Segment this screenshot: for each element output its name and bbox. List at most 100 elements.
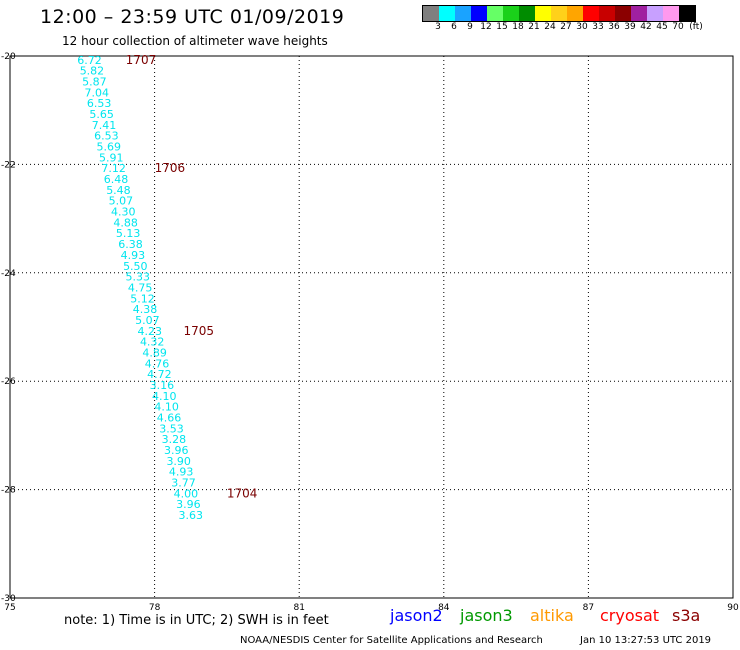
wave-height-label: 4.10	[152, 390, 177, 403]
wave-height-label: 4.23	[138, 325, 163, 338]
wave-height-label: 4.89	[142, 346, 167, 359]
colorbar-swatch	[503, 6, 519, 21]
colorbar-swatch	[679, 6, 695, 21]
wave-height-label: 3.77	[171, 477, 196, 490]
wave-height-labels: 6.725.825.877.046.535.657.416.535.695.91…	[77, 54, 203, 522]
wave-height-label: 4.93	[121, 249, 146, 262]
y-tick-label: -30	[1, 594, 16, 604]
wave-height-label: 3.90	[166, 455, 191, 468]
colorbar-tick-label: 42	[640, 22, 652, 32]
wave-height-label: 4.38	[133, 303, 158, 316]
colorbar-swatch	[647, 6, 663, 21]
colorbar-swatch	[615, 6, 631, 21]
wave-height-label: 4.10	[154, 401, 179, 414]
colorbar-swatch	[455, 6, 471, 21]
wave-height-label: 5.69	[97, 141, 122, 154]
colorbar-tick-label: 3	[435, 22, 441, 32]
wave-height-label: 3.28	[162, 433, 187, 446]
plot-frame	[9, 55, 734, 599]
colorbar-tick-label: 21	[528, 22, 540, 32]
y-tick-label: -22	[1, 160, 16, 170]
chart-svg: 75 78 81 84 87 90-20-22-24-26-28-30 6.725.825…	[1, 52, 739, 610]
colorbar-swatch	[535, 6, 551, 21]
wave-height-label: 5.91	[99, 151, 124, 164]
wave-height-label: 5.07	[109, 195, 134, 208]
colorbar-swatch	[599, 6, 615, 21]
wave-height-label: 5.12	[130, 292, 155, 305]
pass-labels: 1707 1706 1705 1704	[126, 53, 258, 501]
wave-height-label: 4.72	[147, 368, 172, 381]
colorbar-swatch	[567, 6, 583, 21]
pass-label: 1705	[184, 324, 215, 338]
chart-title: 12:00 – 23:59 UTC 01/09/2019	[40, 6, 345, 28]
colorbar-swatch	[471, 6, 487, 21]
satellite-legend-jason3: jason3	[460, 606, 513, 625]
wave-height-label: 7.04	[85, 86, 110, 99]
wave-height-label: 5.82	[80, 65, 105, 78]
pass-label: 1707	[126, 53, 157, 67]
pass-label: 1706	[155, 161, 186, 175]
wave-height-label: 4.66	[157, 412, 182, 425]
colorbar-swatch	[439, 6, 455, 21]
axis-layer: 75 78 81 84 87 90 -20 -22 -24 -26 -28 -30	[1, 52, 739, 610]
wave-height-label: 5.13	[116, 227, 141, 240]
colorbar-swatch	[519, 6, 535, 21]
colorbar-tick-label: 27	[560, 22, 572, 32]
wave-height-label: 5.33	[125, 271, 150, 284]
colorbar-tick-label: 33	[592, 22, 604, 32]
wave-height-label: 5.65	[89, 108, 114, 121]
wave-height-label: 3.53	[159, 422, 184, 435]
y-tick-label: -28	[1, 486, 16, 496]
colorbar-swatch	[487, 6, 503, 21]
pass-label: 1704	[227, 486, 258, 500]
colorbar-tick-label: 39	[624, 22, 636, 32]
wave-height-label: 4.00	[174, 487, 199, 500]
wave-height-label: 4.93	[169, 466, 194, 479]
colorbar-swatch	[583, 6, 599, 21]
wave-height-label: 3.63	[179, 509, 204, 522]
colorbar-tick-label: 12	[480, 22, 492, 32]
wave-height-label: 6.72	[77, 54, 102, 67]
wave-height-label: 5.50	[123, 260, 148, 273]
satellite-legend-jason2: jason2	[390, 606, 443, 625]
x-tick-label: 90	[727, 603, 739, 610]
wave-height-label: 4.88	[113, 216, 138, 229]
satellite-legend-s3a: s3a	[672, 606, 701, 625]
colorbar-tick-label: 30	[576, 22, 588, 32]
wave-height-label: 6.38	[118, 238, 143, 251]
colorbar-tick-label: 15	[496, 22, 508, 32]
colorbar-unit: (ft)	[689, 22, 703, 32]
wave-height-label: 4.30	[111, 206, 136, 219]
y-tick-label: -24	[1, 269, 16, 279]
wave-height-label: 7.41	[92, 119, 117, 132]
footer-note: note: 1) Time is in UTC; 2) SWH is in fe…	[64, 613, 329, 628]
colorbar-tick-label: 24	[544, 22, 556, 32]
colorbar	[422, 5, 696, 22]
satellite-legend-cryosat: cryosat	[600, 606, 660, 625]
wave-height-label: 3.96	[176, 498, 201, 511]
x-tick-label: 75	[4, 603, 15, 610]
grid-layer	[10, 56, 733, 598]
colorbar-tick-label: 36	[608, 22, 620, 32]
timestamp: Jan 10 13:27:53 UTC 2019	[580, 635, 712, 646]
wave-height-label: 3.16	[150, 379, 175, 392]
wave-height-label: 7.12	[101, 162, 126, 175]
credit-line: NOAA/NESDIS Center for Satellite Applica…	[240, 635, 543, 646]
wave-height-label: 3.96	[164, 444, 189, 457]
x-tick-label: 84	[438, 603, 450, 610]
wave-height-label: 4.75	[128, 281, 153, 294]
satellite-legend-altika: altika	[530, 606, 574, 625]
wave-height-label: 5.48	[106, 184, 131, 197]
colorbar-tick-label: 9	[467, 22, 473, 32]
wave-height-label: 6.53	[87, 97, 112, 110]
chart-subtitle: 12 hour collection of altimeter wave hei…	[62, 34, 328, 48]
colorbar-swatch	[551, 6, 567, 21]
wave-height-label: 4.32	[140, 336, 165, 349]
wave-height-label: 5.07	[135, 314, 160, 327]
colorbar-tick-label: 45	[656, 22, 668, 32]
colorbar-tick-label: 6	[451, 22, 457, 32]
x-tick-label: 87	[583, 603, 594, 610]
wave-height-label: 6.48	[104, 173, 129, 186]
colorbar-tick-label: 70	[672, 22, 684, 32]
